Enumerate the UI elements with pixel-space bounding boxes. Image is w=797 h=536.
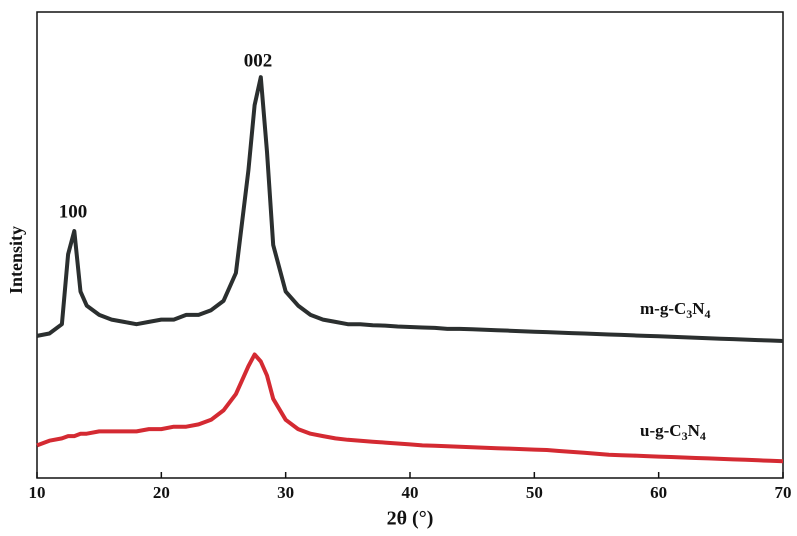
x-tick-label: 20 — [153, 483, 170, 502]
series-label: m-g-C3N4 — [640, 299, 711, 321]
x-tick-label: 40 — [402, 483, 419, 502]
series-label: u-g-C3N4 — [640, 421, 706, 443]
x-tick-label: 30 — [277, 483, 294, 502]
series-line — [36, 352, 784, 464]
series-line — [36, 75, 784, 343]
y-axis-label: Intensity — [6, 226, 26, 294]
x-tick-label: 10 — [29, 483, 46, 502]
x-tick-label: 70 — [775, 483, 792, 502]
plot-frame — [36, 11, 784, 479]
peak-annotation: 002 — [244, 50, 273, 71]
peak-annotation: 100 — [59, 201, 88, 222]
x-axis-label: 2θ (°) — [387, 508, 434, 530]
x-tick-label: 50 — [526, 483, 543, 502]
x-tick-label: 60 — [650, 483, 667, 502]
